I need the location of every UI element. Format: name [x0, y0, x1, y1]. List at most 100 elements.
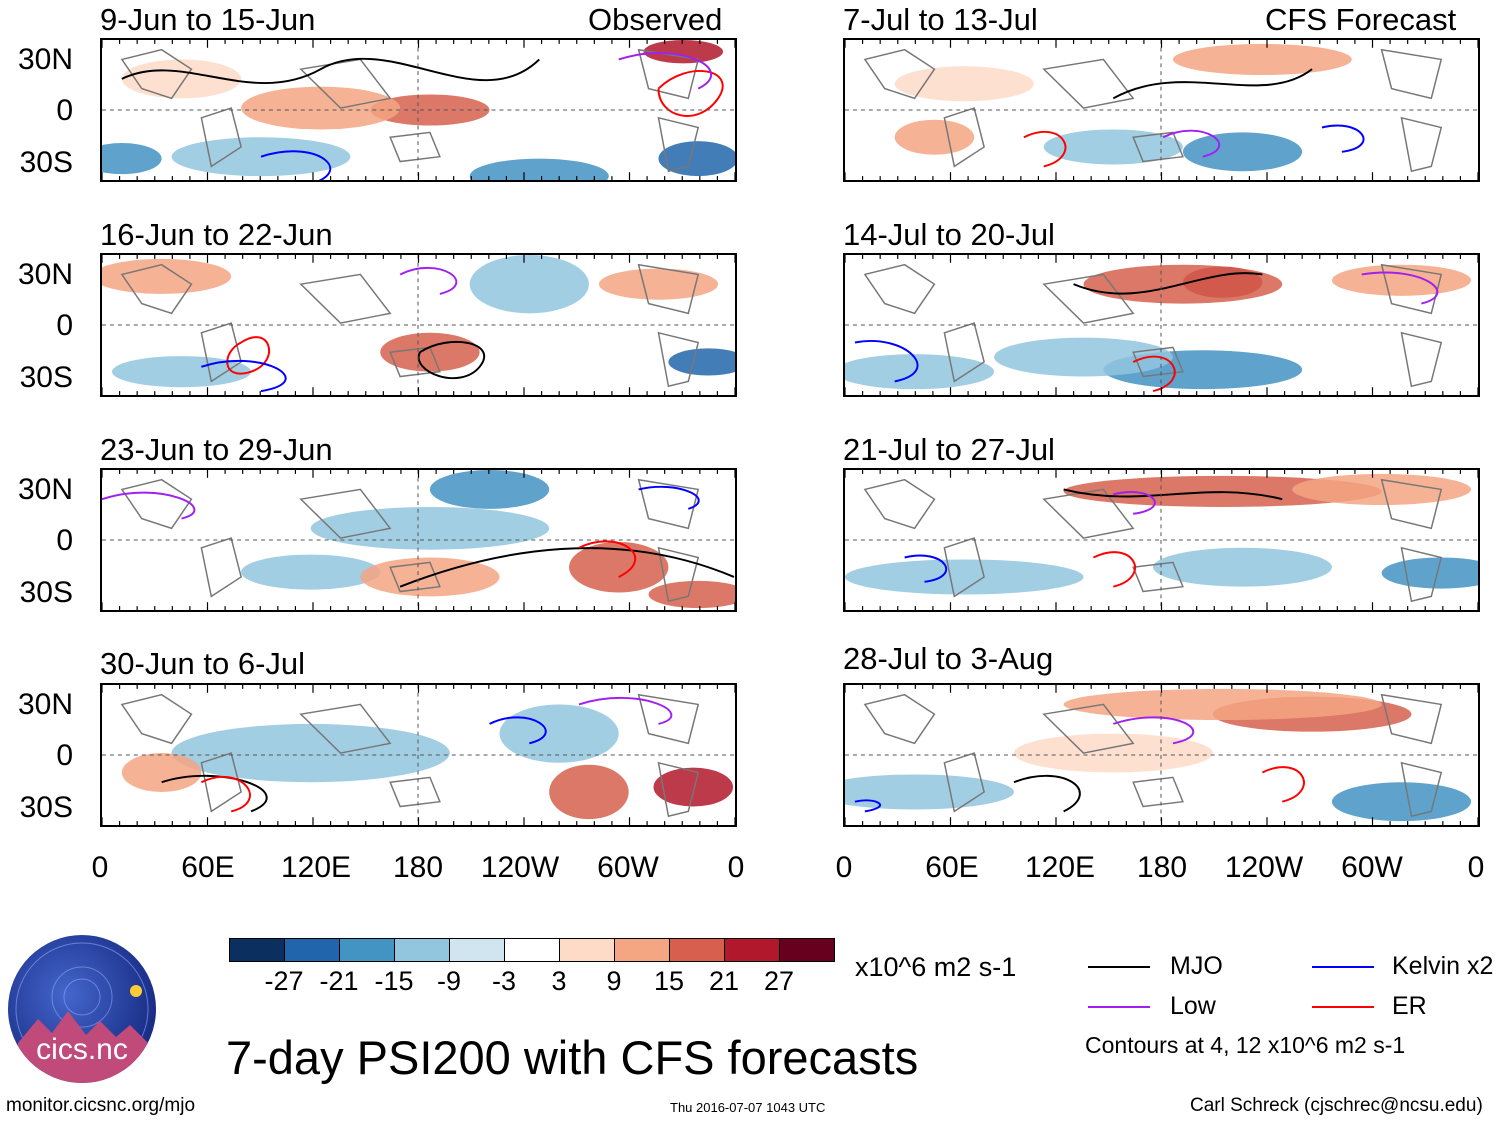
anomaly-shading: [121, 59, 242, 99]
lon-label: 120W: [480, 851, 560, 884]
contour-line: [578, 540, 636, 578]
map-canvas: [845, 255, 1478, 395]
legend-line-kelvin: [1312, 966, 1374, 968]
coastline: [120, 263, 193, 315]
anomaly-shading: [429, 470, 550, 509]
coastline: [1400, 116, 1443, 173]
contour-line: [618, 52, 713, 90]
contour-line: [226, 336, 270, 375]
coastline: [1042, 58, 1135, 109]
lon-label: 120W: [1224, 851, 1304, 884]
coastline: [657, 761, 700, 818]
map-panel: [100, 38, 737, 182]
footer-url[interactable]: monitor.cicsnc.org/mjo: [6, 1095, 196, 1116]
main-title: 7-day PSI200 with CFS forecasts: [226, 1031, 919, 1084]
legend-line-low: [1088, 1006, 1150, 1008]
anomaly-shading: [845, 354, 995, 390]
legend-label: MJO: [1170, 952, 1223, 980]
anomaly-shading: [1043, 129, 1183, 165]
anomaly-shading: [1172, 43, 1352, 75]
anomaly-shading: [171, 137, 351, 177]
lon-label: 0: [727, 851, 745, 884]
anomaly-shading: [845, 559, 1084, 595]
coastline: [657, 116, 700, 173]
anomaly-shading: [1292, 473, 1472, 505]
legend-line-er: [1312, 1006, 1374, 1008]
coastline: [299, 58, 392, 109]
colorbar-label: -27: [264, 966, 304, 996]
coastline: [299, 703, 392, 754]
contour-line: [260, 150, 332, 180]
lon-label: 0: [91, 851, 109, 884]
coastline: [943, 322, 985, 383]
lat-label: 30S: [19, 576, 73, 609]
panel-title: 7-Jul to 13-Jul: [843, 2, 1038, 37]
anomaly-shading: [1182, 132, 1303, 172]
legend-note: Contours at 4, 12 x10^6 m2 s-1: [1085, 1032, 1406, 1058]
anomaly-shading: [894, 66, 1034, 102]
lon-label: 120E: [280, 851, 352, 884]
map-panel: [843, 468, 1480, 612]
contour-line: [638, 485, 700, 510]
coastline: [637, 478, 700, 530]
contour-line: [1023, 130, 1067, 168]
coastline: [389, 131, 441, 163]
lat-label: 30N: [17, 43, 73, 76]
coastline: [657, 331, 700, 388]
lon-label: 60E: [181, 851, 235, 884]
map-canvas: [845, 470, 1478, 610]
contour-line: [1132, 355, 1176, 393]
coastline: [1132, 131, 1184, 163]
coastline: [1042, 273, 1135, 324]
map-panel: [100, 683, 737, 827]
colorbar-swatch: [394, 938, 450, 962]
map-panel: [843, 253, 1480, 397]
legend-label: Low: [1170, 992, 1216, 1020]
contour-line: [1112, 68, 1313, 100]
panel-title: 21-Jul to 27-Jul: [843, 432, 1055, 467]
coastline: [200, 107, 242, 168]
coastline: [1132, 776, 1184, 808]
panel-title: 28-Jul to 3-Aug: [843, 641, 1054, 676]
coastline: [863, 48, 936, 100]
colorbar-label: 9: [606, 966, 622, 996]
coastline: [389, 561, 441, 593]
colorbar-swatch: [669, 938, 725, 962]
contour-line: [854, 799, 881, 813]
anomaly-shading: [598, 268, 719, 300]
contour-line: [121, 57, 540, 84]
colorbar-swatch: [724, 938, 780, 962]
colorbar-label: -15: [374, 966, 414, 996]
coastline: [1400, 331, 1443, 388]
anomaly-shading: [102, 258, 232, 294]
contour-line: [1261, 766, 1305, 803]
coastline: [637, 693, 700, 745]
lon-label: 0: [835, 851, 853, 884]
contour-line: [399, 547, 735, 588]
cics-logo: cics.nc: [8, 935, 156, 1083]
panel-tag: Observed: [588, 2, 723, 37]
coastline: [1400, 546, 1443, 603]
legend-label: ER: [1392, 992, 1427, 1020]
panel-title: 30-Jun to 6-Jul: [100, 646, 306, 681]
coastline: [1380, 478, 1443, 530]
panel-title: 16-Jun to 22-Jun: [100, 217, 333, 252]
footer-timestamp: Thu 2016-07-07 1043 UTC: [670, 1100, 826, 1115]
lat-label: 30S: [19, 146, 73, 179]
panel-title: 9-Jun to 15-Jun: [100, 2, 316, 37]
colorbar-swatch: [229, 938, 285, 962]
legend-label: Kelvin x2: [1392, 952, 1494, 980]
anomaly-shading: [1013, 733, 1213, 773]
contour-line: [1162, 129, 1220, 158]
colorbar-swatch: [449, 938, 505, 962]
legend-line-mjo: [1088, 966, 1150, 968]
anomaly-shading: [1153, 547, 1332, 587]
colorbar-label: -21: [319, 966, 359, 996]
map-canvas: [845, 685, 1478, 825]
map-panel: [100, 468, 737, 612]
colorbar-swatch: [504, 938, 560, 962]
contour-line: [1013, 774, 1081, 813]
contour-line: [399, 266, 458, 295]
colorbar-units: x10^6 m2 s-1: [855, 952, 1017, 982]
anomaly-shading: [1381, 557, 1478, 589]
